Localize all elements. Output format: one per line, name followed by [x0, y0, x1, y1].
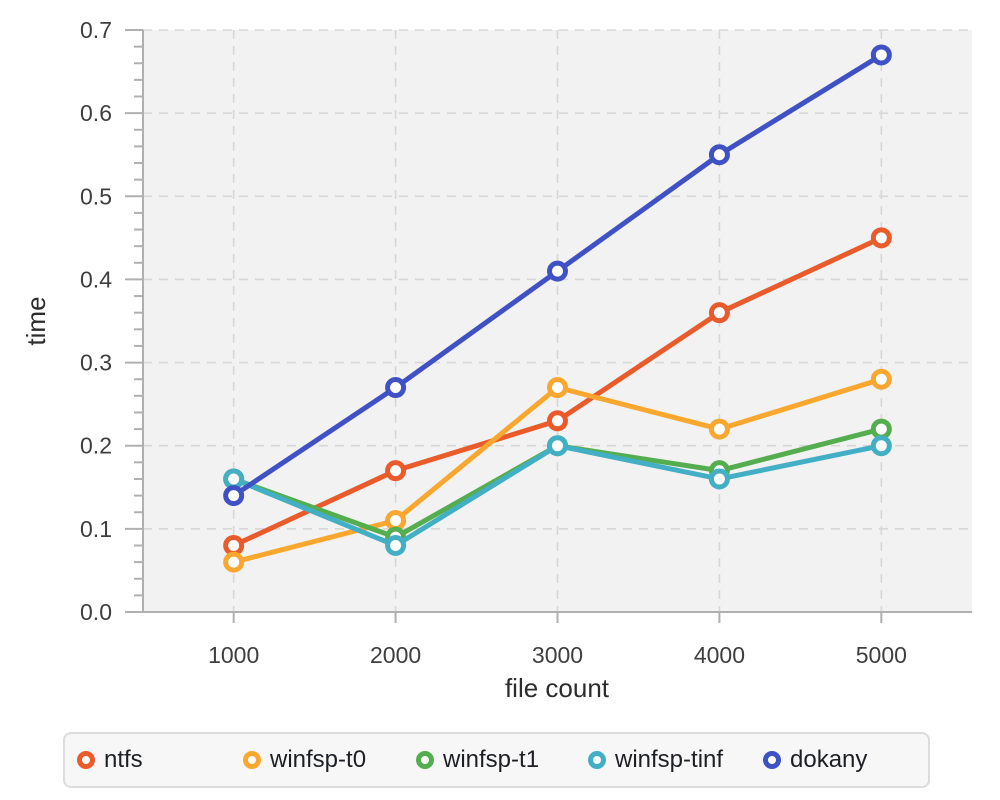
series-dokany — [223, 44, 892, 507]
data-point-winfsp-tinf — [385, 534, 407, 556]
legend-label-winfsp-t0: winfsp-t0 — [270, 746, 367, 773]
legend-marker-winfsp-t1 — [416, 751, 434, 769]
axes — [125, 29, 972, 623]
legend-label-winfsp-t1: winfsp-t1 — [443, 746, 540, 773]
legend-marker-winfsp-t0 — [243, 751, 261, 769]
y-tick-label: 0.1 — [80, 516, 112, 542]
data-point-winfsp-tinf — [708, 468, 730, 490]
series-winfsp-tinf — [223, 435, 892, 556]
legend-item-dokany[interactable]: dokany — [763, 746, 867, 774]
legend-item-winfsp-t0[interactable]: winfsp-t0 — [243, 746, 366, 774]
data-point-winfsp-t0 — [223, 551, 245, 573]
data-point-winfsp-tinf — [223, 468, 245, 490]
y-tick-label: 0.0 — [80, 599, 112, 625]
data-series — [223, 44, 892, 573]
x-axis-title: file count — [505, 673, 610, 703]
x-tick-label: 2000 — [370, 642, 421, 668]
data-point-winfsp-t0 — [547, 377, 568, 399]
data-point-dokany — [708, 144, 730, 166]
x-tick-label: 5000 — [856, 642, 907, 668]
y-tick-label: 0.7 — [80, 17, 112, 43]
data-point-ntfs — [223, 534, 245, 556]
legend-marker-dokany — [763, 751, 781, 769]
legend-item-ntfs[interactable]: ntfs — [77, 746, 143, 774]
data-point-winfsp-tinf — [547, 435, 568, 457]
legend-marker-winfsp-tinf — [588, 751, 606, 769]
y-tick-label: 0.2 — [80, 433, 112, 459]
legend-marker-ntfs — [77, 751, 95, 769]
legend-label-ntfs: ntfs — [104, 746, 143, 773]
series-ntfs — [223, 227, 892, 556]
x-tick-label: 1000 — [208, 642, 259, 668]
y-tick-label: 0.5 — [80, 183, 112, 209]
data-point-winfsp-t0 — [870, 368, 892, 390]
line-chart: 0.0 0.1 0.2 0.3 0.4 0.5 0.6 0.7 1000 2000 3000 4000… — [21, 17, 972, 703]
gridlines — [143, 29, 972, 612]
data-point-winfsp-t0 — [708, 418, 730, 440]
y-tick-label: 0.3 — [80, 350, 112, 376]
data-point-dokany — [870, 44, 892, 66]
data-point-winfsp-t0 — [385, 510, 407, 532]
data-point-ntfs — [385, 460, 407, 482]
legend-item-winfsp-t1[interactable]: winfsp-t1 — [416, 746, 539, 774]
data-point-winfsp-t1 — [870, 418, 892, 440]
legend: ntfs winfsp-t0 winfsp-t1 winfsp-tinf dok… — [63, 732, 930, 788]
data-point-dokany — [385, 377, 407, 399]
x-tick-label: 4000 — [694, 642, 745, 668]
y-tick-label: 0.6 — [80, 100, 112, 126]
legend-item-winfsp-tinf[interactable]: winfsp-tinf — [588, 746, 723, 774]
x-tick-label: 3000 — [532, 642, 583, 668]
legend-label-winfsp-tinf: winfsp-tinf — [615, 746, 724, 773]
data-point-dokany — [223, 485, 245, 507]
data-point-ntfs — [708, 302, 730, 324]
y-axis-title: time — [21, 296, 51, 345]
y-tick-label: 0.4 — [80, 266, 112, 292]
data-point-dokany — [547, 260, 568, 282]
data-point-ntfs — [547, 410, 568, 432]
series-winfsp-t0 — [223, 368, 892, 573]
tick-labels: 0.0 0.1 0.2 0.3 0.4 0.5 0.6 0.7 1000 2000 3000 4000… — [80, 17, 907, 668]
data-point-ntfs — [870, 227, 892, 249]
data-point-winfsp-tinf — [870, 435, 892, 457]
legend-label-dokany: dokany — [790, 746, 868, 773]
